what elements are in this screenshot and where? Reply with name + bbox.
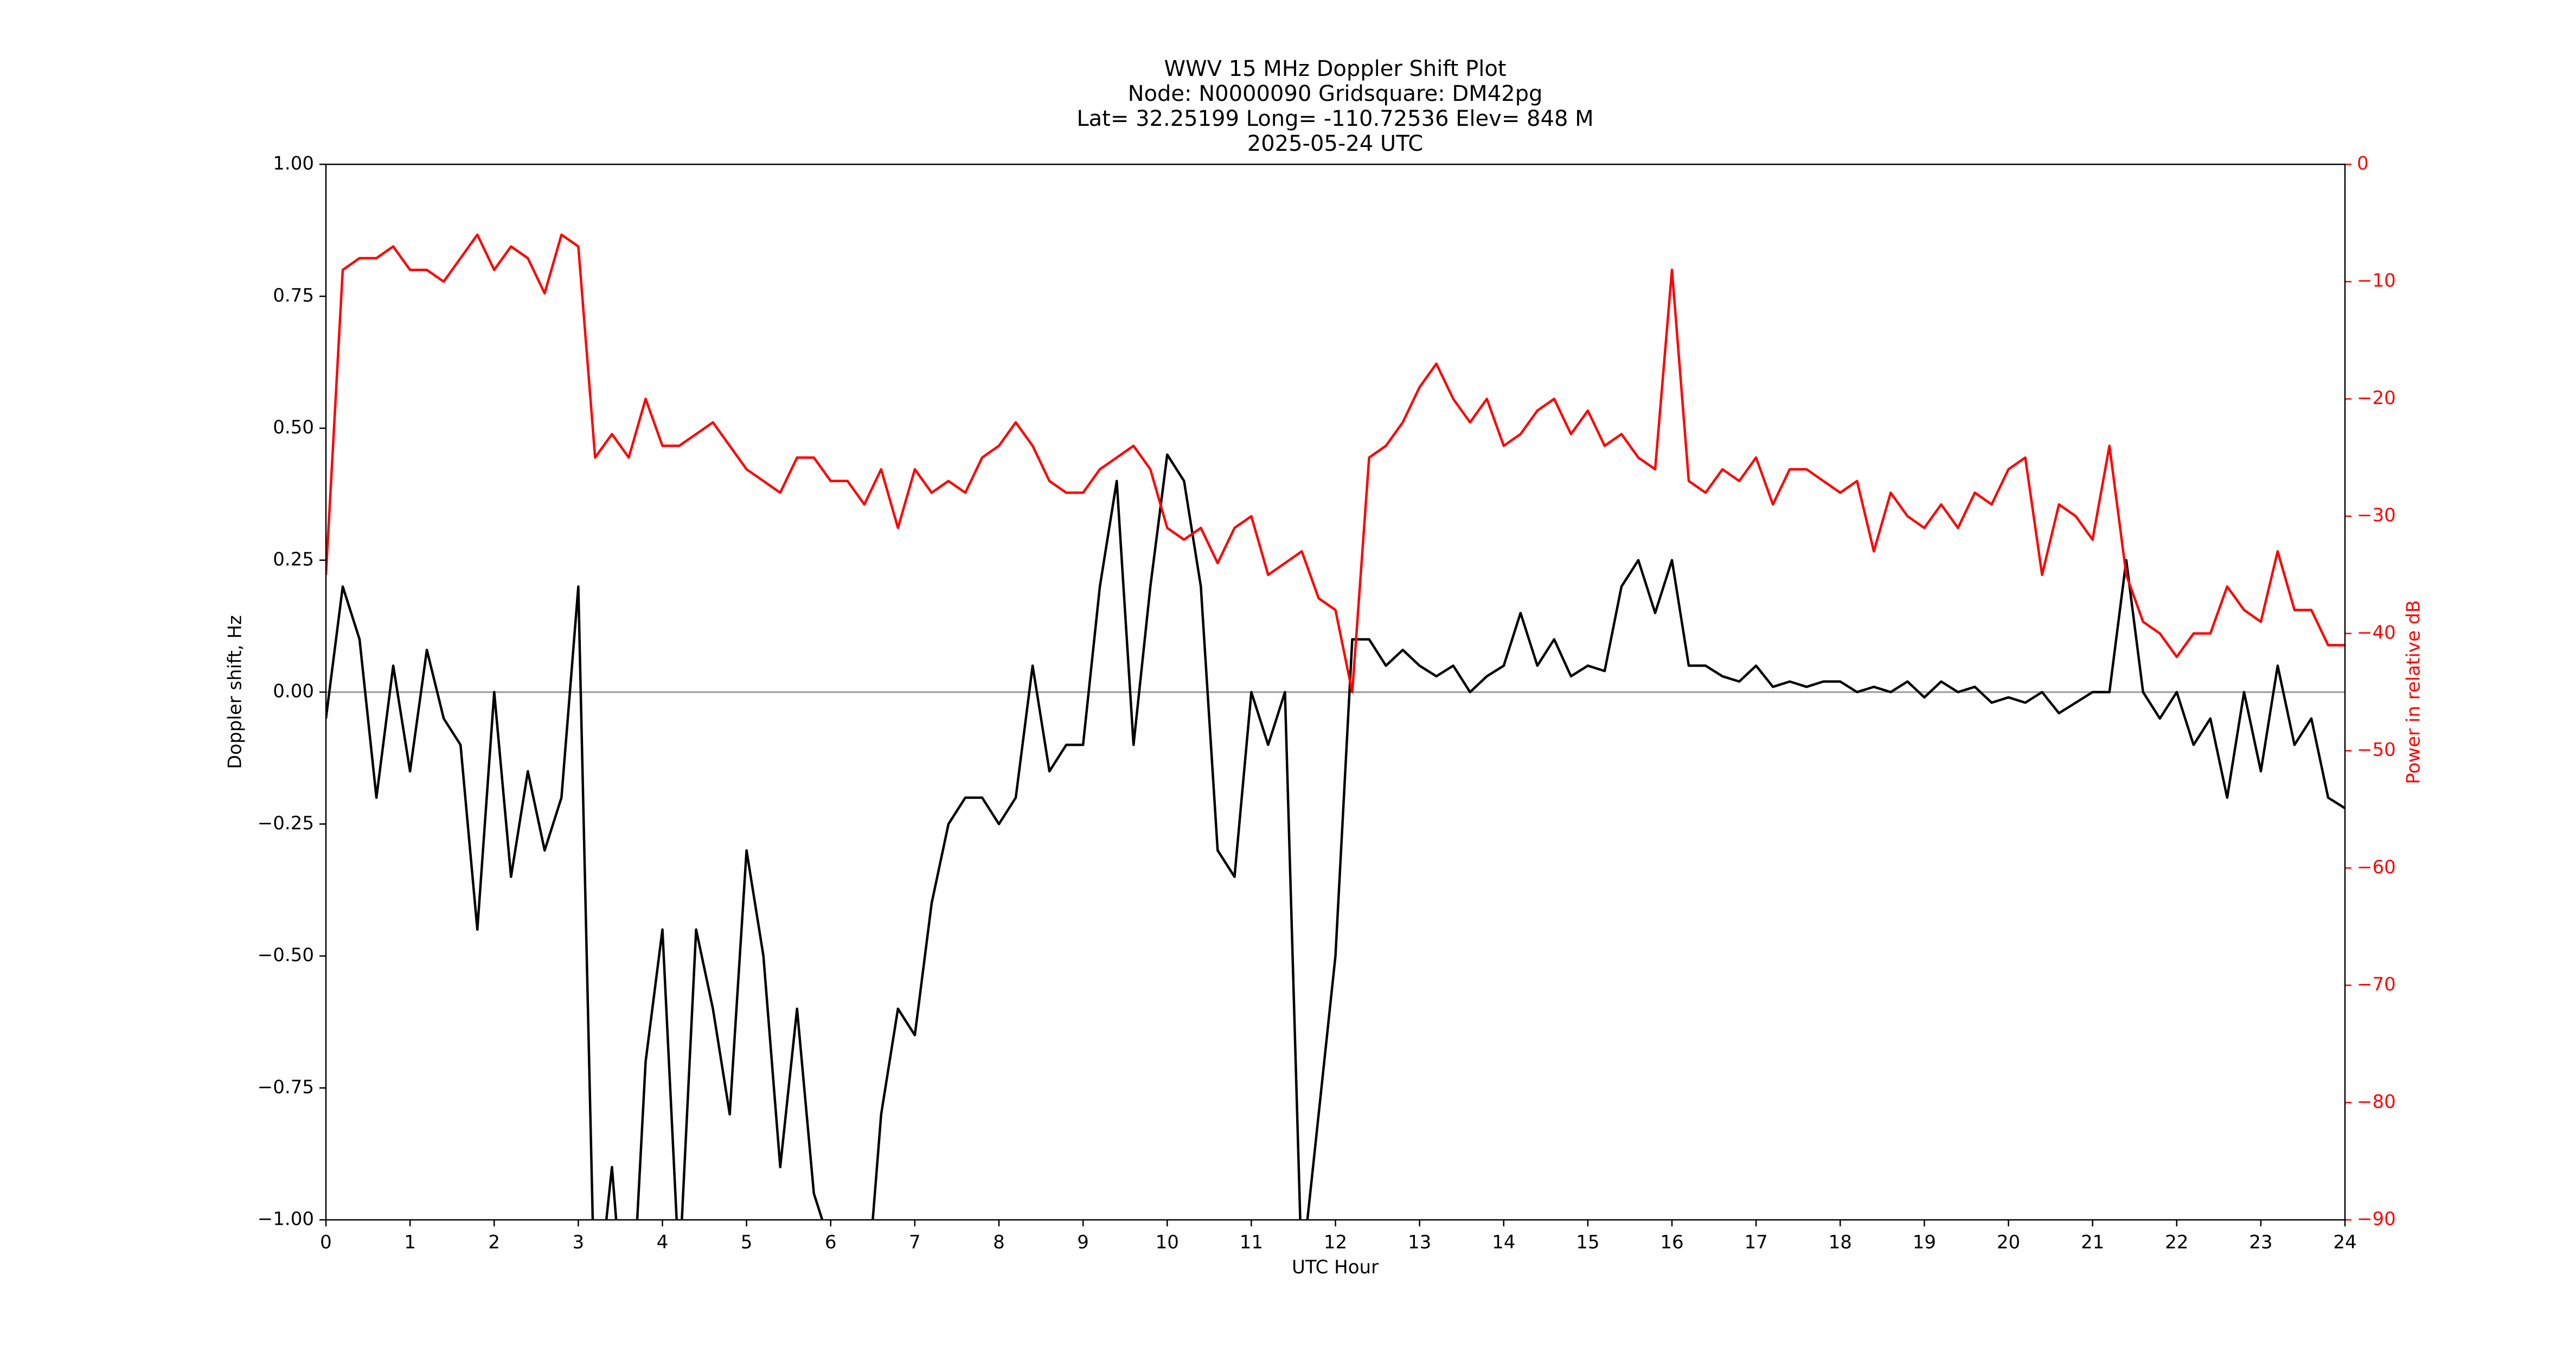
x-tick-label: 2 xyxy=(488,1232,500,1253)
chart-title: Lat= 32.25199 Long= -110.72536 Elev= 848… xyxy=(1076,106,1593,131)
y2-tick-label: −90 xyxy=(2357,1208,2396,1230)
y2-tick-label: −20 xyxy=(2357,387,2396,409)
x-tick-label: 10 xyxy=(1156,1232,1179,1253)
x-tick-label: 19 xyxy=(1913,1232,1936,1253)
y2-tick-label: 0 xyxy=(2357,153,2369,175)
x-tick-label: 20 xyxy=(1997,1232,2020,1253)
plot-frame xyxy=(325,163,2346,1221)
y-tick-label: −0.25 xyxy=(258,813,314,834)
y2-axis-label: Power in relative dB xyxy=(2403,600,2425,784)
x-tick-label: 11 xyxy=(1240,1232,1263,1253)
y-tick-label: 1.00 xyxy=(273,153,314,175)
data-line xyxy=(326,453,2345,1220)
y-tick-label: −1.00 xyxy=(258,1208,314,1230)
y2-tick-label: −30 xyxy=(2357,504,2396,526)
y-tick-label: 0.00 xyxy=(273,681,314,702)
x-tick-label: 9 xyxy=(1077,1232,1089,1253)
data-line xyxy=(326,233,2345,694)
chart-title: WWV 15 MHz Doppler Shift Plot xyxy=(1164,56,1506,81)
x-tick-label: 4 xyxy=(657,1232,669,1253)
x-tick-label: 23 xyxy=(2249,1232,2272,1253)
y-tick-label: −0.75 xyxy=(258,1076,314,1098)
x-tick-label: 17 xyxy=(1744,1232,1767,1253)
y-tick-label: 0.50 xyxy=(273,417,314,438)
x-tick-label: 6 xyxy=(825,1232,837,1253)
x-tick-label: 16 xyxy=(1660,1232,1683,1253)
y-tick-label: −0.50 xyxy=(258,944,314,966)
y2-tick-label: −80 xyxy=(2357,1091,2396,1112)
y2-tick-label: −10 xyxy=(2357,270,2396,292)
y-axis-label: Doppler shift, Hz xyxy=(225,615,246,769)
y2-tick-label: −70 xyxy=(2357,974,2396,995)
chart-title: 2025-05-24 UTC xyxy=(1247,131,1423,156)
x-tick-label: 3 xyxy=(573,1232,585,1253)
x-tick-label: 22 xyxy=(2165,1232,2188,1253)
chart-title: Node: N0000090 Gridsquare: DM42pg xyxy=(1128,81,1543,106)
x-tick-label: 0 xyxy=(320,1232,332,1253)
x-tick-label: 8 xyxy=(993,1232,1005,1253)
x-tick-label: 18 xyxy=(1829,1232,1852,1253)
x-tick-label: 14 xyxy=(1492,1232,1515,1253)
x-tick-label: 15 xyxy=(1576,1232,1599,1253)
x-axis-label: UTC Hour xyxy=(1292,1257,1379,1278)
x-tick-label: 5 xyxy=(741,1232,753,1253)
y2-tick-label: −60 xyxy=(2357,856,2396,878)
y-tick-label: 0.25 xyxy=(273,548,314,570)
x-tick-label: 21 xyxy=(2081,1232,2104,1253)
y2-tick-label: −40 xyxy=(2357,622,2396,643)
x-tick-label: 13 xyxy=(1408,1232,1431,1253)
y2-tick-label: −50 xyxy=(2357,739,2396,761)
x-tick-label: 24 xyxy=(2333,1232,2356,1253)
x-tick-label: 7 xyxy=(909,1232,921,1253)
x-tick-label: 1 xyxy=(404,1232,416,1253)
x-tick-label: 12 xyxy=(1324,1232,1347,1253)
y-tick-label: 0.75 xyxy=(273,285,314,306)
